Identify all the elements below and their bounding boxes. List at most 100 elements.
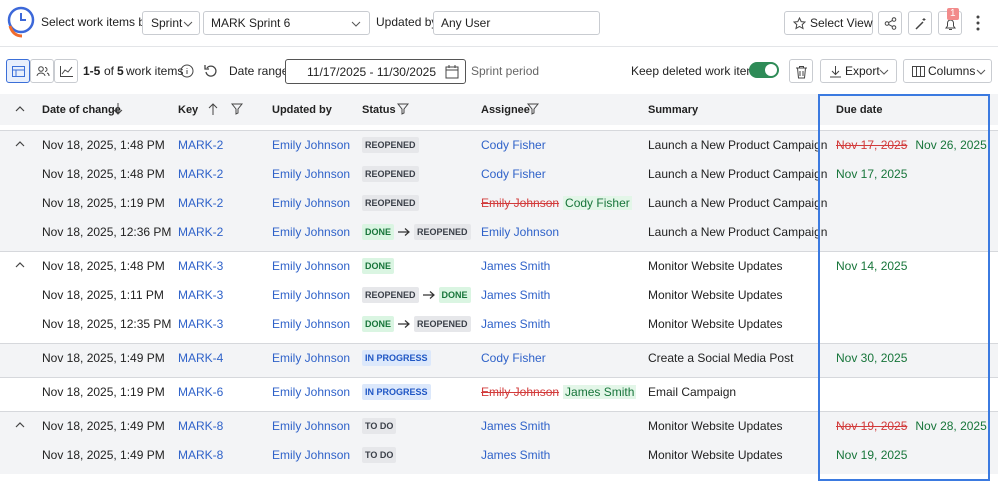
column-header: Updated by — [272, 104, 332, 116]
delete-button[interactable] — [789, 59, 813, 83]
date-of-change: Nov 18, 2025, 1:19 PM — [42, 385, 165, 399]
work-item-key[interactable]: MARK-8 — [178, 419, 224, 433]
sort-asc[interactable] — [207, 102, 219, 116]
keep-deleted-toggle[interactable] — [749, 62, 779, 78]
status-filter[interactable] — [397, 103, 409, 115]
assignee[interactable]: James Smith — [481, 448, 551, 462]
updated-by[interactable]: Emily Johnson — [272, 385, 351, 399]
info-icon[interactable] — [180, 64, 194, 78]
select-view-button[interactable]: Select View — [784, 11, 873, 35]
date-of-change: Nov 18, 2025, 12:36 PM — [42, 225, 172, 239]
assignee-new: Cody Fisher — [563, 196, 632, 210]
select-view-text: Select View — [810, 16, 873, 30]
work-item-key[interactable]: MARK-2 — [178, 225, 224, 239]
column-header: Due date — [836, 104, 883, 116]
status-badge: REOPENED — [362, 287, 419, 303]
assignee[interactable]: Cody Fisher — [481, 167, 546, 181]
work-item-key[interactable]: MARK-8 — [178, 448, 224, 462]
updated-by[interactable]: Emily Johnson — [272, 196, 351, 210]
updated-by-dropdown[interactable]: Any User — [433, 11, 600, 35]
updated-by[interactable]: Emily Johnson — [272, 138, 351, 152]
status-arrow[interactable] — [397, 319, 411, 329]
work-item-key[interactable]: MARK-4 — [178, 351, 224, 365]
sprint-dropdown[interactable]: MARK Sprint 6 — [203, 11, 370, 35]
updated-by[interactable]: Emily Johnson — [272, 259, 351, 273]
summary: Launch a New Product Campaign — [648, 225, 828, 239]
assignee[interactable]: Emily Johnson — [481, 225, 560, 239]
due-date: Nov 17, 2025 — [836, 167, 908, 181]
column-header: Key — [178, 104, 199, 116]
updated-by[interactable]: Emily Johnson — [272, 448, 351, 462]
sort-desc[interactable] — [112, 102, 124, 116]
export-button[interactable]: Export — [820, 59, 897, 83]
status-badge: IN PROGRESS — [362, 350, 431, 366]
work-item-key[interactable]: MARK-3 — [178, 288, 224, 302]
user-view-button[interactable] — [30, 59, 54, 83]
date-range-input[interactable]: 11/17/2025 - 11/30/2025 — [285, 59, 466, 84]
assignee-filter[interactable] — [527, 103, 539, 115]
summary: Launch a New Product Campaign — [648, 167, 828, 181]
collapse-group[interactable] — [14, 260, 26, 270]
date-of-change: Nov 18, 2025, 1:48 PM — [42, 138, 165, 152]
date-of-change: Nov 18, 2025, 1:49 PM — [42, 419, 165, 433]
columns-button[interactable]: Columns — [903, 59, 992, 83]
summary: Monitor Website Updates — [648, 317, 783, 331]
assignee-old: Emily Johnson — [481, 385, 560, 399]
work-item-key[interactable]: MARK-3 — [178, 317, 224, 331]
work-item-key[interactable]: MARK-3 — [178, 259, 224, 273]
toolbar-divider — [0, 46, 998, 47]
assignee[interactable]: James Smith — [481, 419, 551, 433]
assignee[interactable]: James Smith — [481, 288, 551, 302]
updated-by[interactable]: Emily Johnson — [272, 225, 351, 239]
table-header — [0, 94, 998, 125]
count-suffix: work items — [126, 64, 184, 78]
status-arrow[interactable] — [422, 290, 436, 300]
status-badge: DONE — [362, 224, 395, 240]
updated-by-value: Any User — [441, 16, 491, 30]
share-button[interactable] — [878, 11, 902, 35]
due-date: Nov 28, 2025 — [915, 419, 987, 433]
collapse-group[interactable] — [14, 139, 26, 149]
summary: Create a Social Media Post — [648, 351, 794, 365]
updated-by[interactable]: Emily Johnson — [272, 317, 351, 331]
more-button[interactable] — [974, 14, 982, 32]
magic-button[interactable] — [908, 11, 932, 35]
column-header: Assignee — [481, 104, 530, 116]
collapse-all[interactable] — [14, 104, 26, 114]
summary: Monitor Website Updates — [648, 419, 783, 433]
status-badge: DONE — [438, 287, 471, 303]
assignee-new: James Smith — [563, 385, 637, 399]
assignee[interactable]: James Smith — [481, 317, 551, 331]
assignee[interactable]: James Smith — [481, 259, 551, 273]
status-badge: IN PROGRESS — [362, 384, 431, 400]
assignee[interactable]: Cody Fisher — [481, 138, 546, 152]
select-by-dropdown[interactable]: Sprint — [142, 11, 200, 35]
date-range-label: Date range: — [229, 64, 292, 78]
updated-by[interactable]: Emily Johnson — [272, 167, 351, 181]
refresh-icon[interactable] — [204, 64, 218, 78]
status-arrow[interactable] — [397, 227, 411, 237]
updated-by-label: Updated by: — [376, 15, 441, 29]
updated-by[interactable]: Emily Johnson — [272, 351, 351, 365]
updated-by[interactable]: Emily Johnson — [272, 419, 351, 433]
status-badge: REOPENED — [362, 166, 419, 182]
date-of-change: Nov 18, 2025, 1:11 PM — [42, 288, 164, 302]
collapse-group[interactable] — [14, 420, 26, 430]
chart-view-button[interactable] — [54, 59, 78, 83]
status-badge: DONE — [362, 316, 395, 332]
sprint-value: MARK Sprint 6 — [211, 16, 291, 30]
work-item-key[interactable]: MARK-2 — [178, 138, 224, 152]
columns-text: Columns — [928, 64, 976, 78]
status-badge: REOPENED — [414, 316, 471, 332]
key-filter[interactable] — [231, 103, 243, 115]
assignee[interactable]: Cody Fisher — [481, 351, 546, 365]
summary: Email Campaign — [648, 385, 737, 399]
table-view-button[interactable] — [6, 59, 30, 83]
work-item-key[interactable]: MARK-2 — [178, 196, 224, 210]
due-date-highlight — [818, 94, 990, 481]
row-group — [0, 377, 998, 411]
status-badge: DONE — [362, 258, 395, 274]
updated-by[interactable]: Emily Johnson — [272, 288, 351, 302]
work-item-key[interactable]: MARK-6 — [178, 385, 224, 399]
work-item-key[interactable]: MARK-2 — [178, 167, 224, 181]
